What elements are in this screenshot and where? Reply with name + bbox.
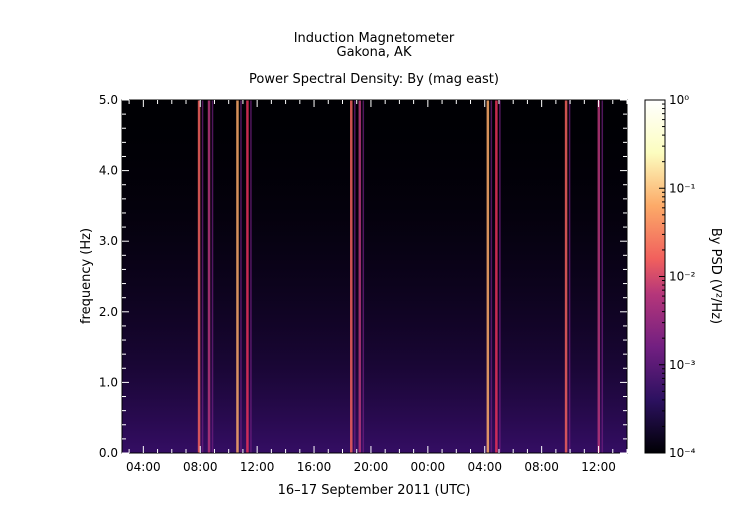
event-streak bbox=[197, 100, 201, 453]
event-streak bbox=[358, 100, 362, 453]
x-tick-label: 04:00 bbox=[126, 460, 161, 474]
x-tick-label: 00:00 bbox=[411, 460, 446, 474]
y-tick-label: 5.0 bbox=[99, 93, 118, 107]
x-tick-label: 12:00 bbox=[240, 460, 275, 474]
event-streak bbox=[601, 100, 604, 453]
y-tick-label: 1.0 bbox=[99, 375, 118, 389]
noise-floor bbox=[122, 100, 627, 453]
chart-title: Induction Magnetometer bbox=[294, 31, 455, 46]
event-streak bbox=[246, 100, 249, 453]
plot-frame bbox=[121, 99, 628, 454]
y-tick-label: 2.0 bbox=[99, 305, 118, 319]
y-tick-label: 3.0 bbox=[99, 234, 118, 248]
event-streak bbox=[495, 100, 498, 453]
x-tick-label: 08:00 bbox=[183, 460, 218, 474]
colorbar-tick-label: 10⁻² bbox=[669, 270, 696, 284]
y-tick-label: 4.0 bbox=[99, 164, 118, 178]
event-streak bbox=[201, 100, 204, 453]
event-streak bbox=[490, 100, 493, 453]
colorbar-ticks: 10⁻⁴ 10⁻³ 10⁻² 10⁻¹ 10⁰ bbox=[659, 93, 696, 460]
plot-title: Power Spectral Density: By (mag east) bbox=[249, 72, 499, 87]
event-streak bbox=[207, 100, 211, 453]
chart-subtitle: Gakona, AK bbox=[337, 45, 412, 60]
event-streak bbox=[564, 100, 568, 453]
x-tick-label: 04:00 bbox=[467, 460, 502, 474]
x-tick-label: 12:00 bbox=[581, 460, 616, 474]
event-streak bbox=[362, 100, 365, 453]
event-streak bbox=[354, 100, 356, 453]
event-streak bbox=[250, 100, 252, 453]
x-tick-label: 16:00 bbox=[297, 460, 332, 474]
colorbar-tick-label: 10⁻¹ bbox=[669, 181, 696, 195]
x-tick-label: 08:00 bbox=[524, 460, 559, 474]
colorbar-tick-label: 10⁻³ bbox=[669, 358, 696, 372]
y-axis: 0.0 1.0 2.0 3.0 4.0 5.0 bbox=[99, 93, 627, 460]
colorbar-tick-label: 10⁰ bbox=[669, 93, 689, 107]
x-axis: 04:00 08:00 12:00 16:00 20:00 00:00 04:00 08:00… bbox=[126, 100, 628, 474]
y-axis-label: frequency (Hz) bbox=[79, 228, 94, 324]
x-tick-label: 20:00 bbox=[354, 460, 389, 474]
event-streak bbox=[568, 100, 571, 453]
event-streak bbox=[486, 100, 490, 453]
y-tick-label: 0.0 bbox=[99, 446, 118, 460]
event-streak bbox=[236, 100, 239, 453]
event-streak bbox=[350, 100, 353, 453]
event-streak bbox=[499, 100, 501, 453]
event-streak bbox=[240, 100, 242, 453]
spectrogram bbox=[121, 99, 628, 454]
colorbar-tick-label: 10⁻⁴ bbox=[669, 446, 696, 460]
x-axis-label: 16–17 September 2011 (UTC) bbox=[278, 483, 471, 498]
event-streak bbox=[597, 100, 601, 453]
colorbar-label: By PSD (V²/Hz) bbox=[708, 228, 723, 324]
event-streak bbox=[211, 100, 214, 453]
bright-events bbox=[197, 100, 604, 453]
